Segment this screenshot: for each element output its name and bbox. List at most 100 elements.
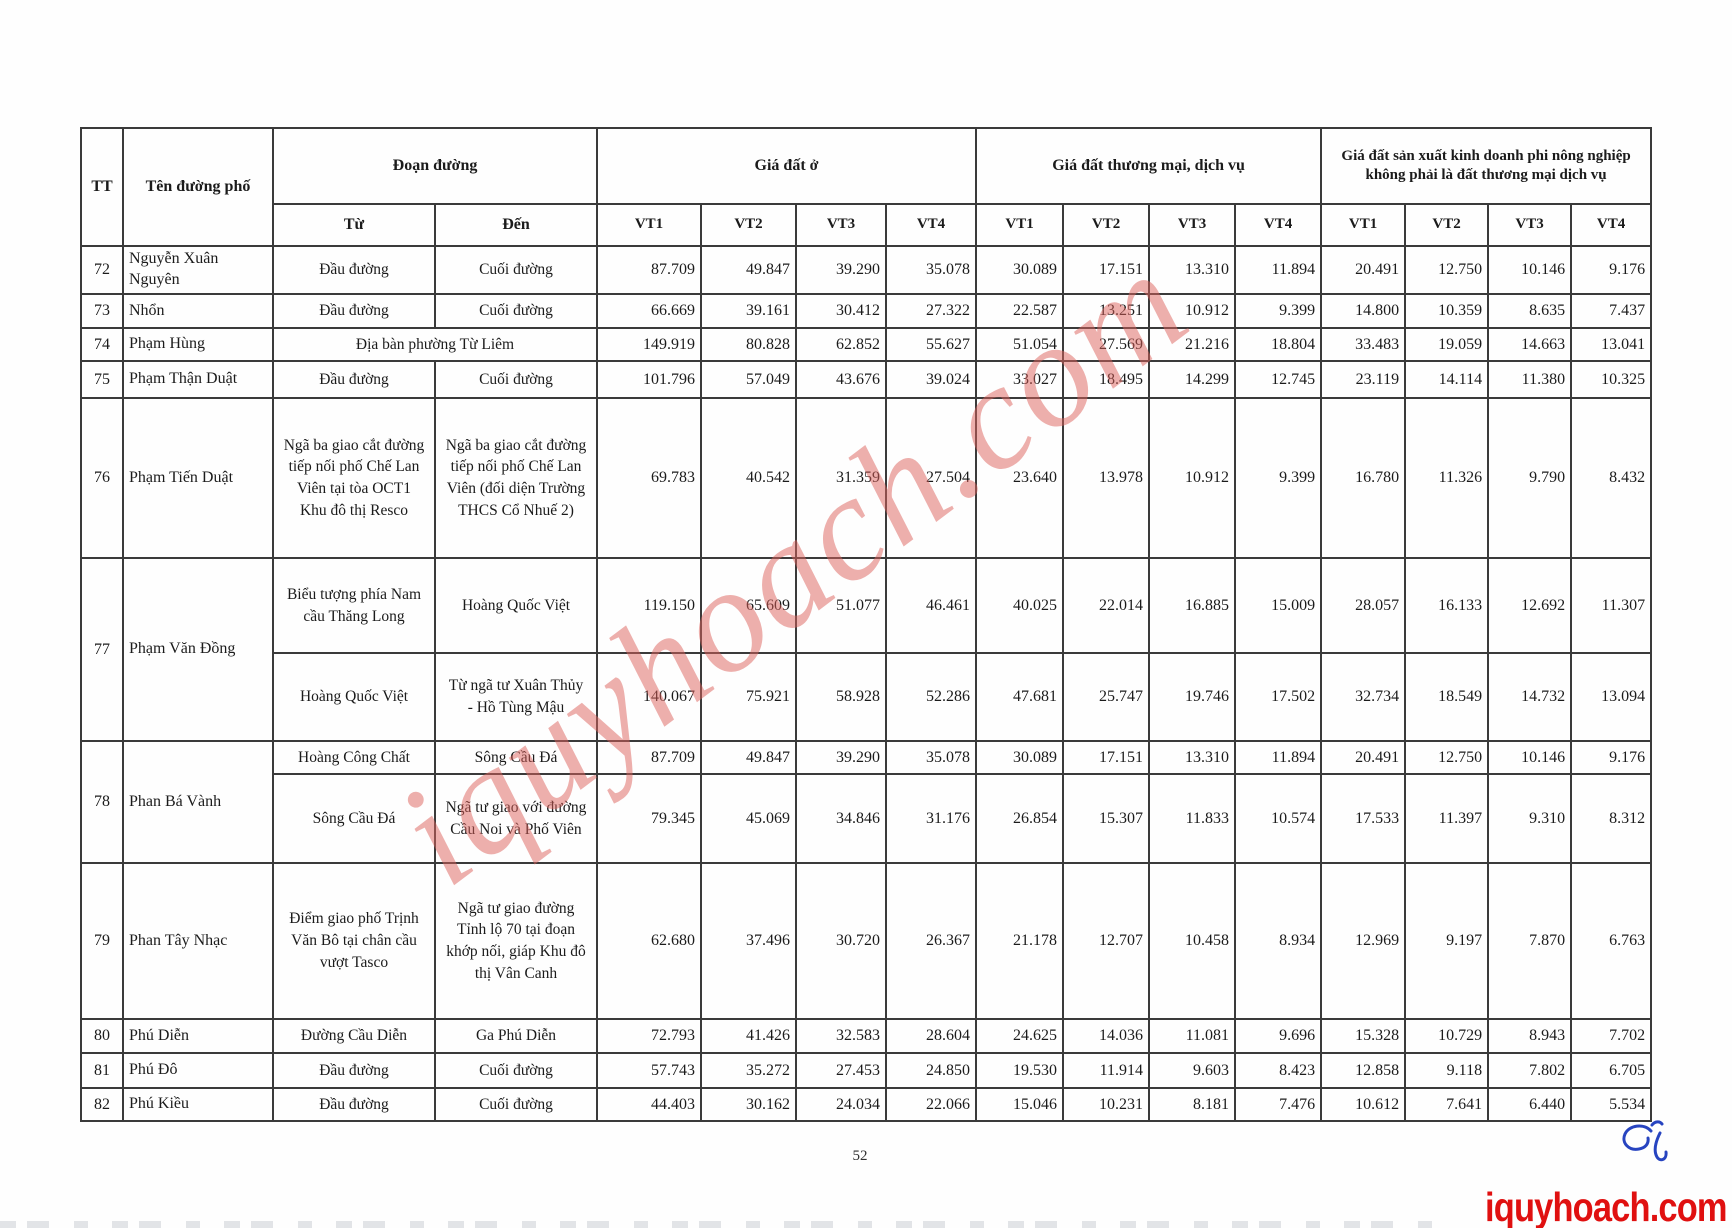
segment-from-cell: Đầu đường (272, 360, 436, 399)
price-value-cell: 39.290 (795, 740, 887, 775)
segment-to-cell: Cuối đường (434, 1087, 598, 1122)
segment-from-cell: Ngã ba giao cắt đường tiếp nối phố Chế L… (272, 397, 436, 559)
price-value-cell: 8.312 (1570, 773, 1653, 864)
row-number-cell: 81 (80, 1052, 124, 1089)
price-value-cell: 14.663 (1487, 327, 1573, 362)
price-value-cell: 6.440 (1487, 1087, 1573, 1122)
price-value-cell: 24.625 (975, 1018, 1065, 1054)
price-value-cell: 35.078 (884, 245, 978, 295)
price-value-cell: 9.118 (1404, 1052, 1490, 1089)
price-value-cell: 8.943 (1487, 1018, 1573, 1054)
price-value-cell: 33.027 (975, 360, 1065, 399)
street-name-cell: Phú Kiều (122, 1087, 274, 1122)
price-value-cell: 35.078 (884, 740, 978, 775)
price-value-cell: 43.676 (795, 360, 887, 399)
price-value-cell: 30.162 (700, 1087, 797, 1122)
price-value-cell: 22.066 (884, 1087, 978, 1122)
street-name-cell: Phạm Văn Đồng (122, 557, 274, 742)
price-value-cell: 35.272 (700, 1052, 797, 1089)
segment-to-cell: Hoàng Quốc Việt (434, 557, 598, 654)
segment-to-cell: Ngã tư giao đường Tỉnh lộ 70 tại đoạn kh… (434, 862, 598, 1020)
land-price-table: TT Tên đường phố Đoạn đường Giá đất ở Gi… (80, 127, 1653, 1122)
price-value-cell: 45.069 (700, 773, 797, 864)
price-value-cell: 24.034 (795, 1087, 887, 1122)
price-value-cell: 10.612 (1320, 1087, 1407, 1122)
row-number-cell: 72 (80, 245, 124, 295)
price-value-cell: 55.627 (884, 327, 978, 362)
segment-from-cell: Hoàng Công Chất (272, 740, 436, 775)
price-value-cell: 17.533 (1320, 773, 1407, 864)
vt2-label: VT2 (1062, 203, 1151, 247)
price-value-cell: 12.750 (1404, 245, 1490, 295)
header-street-name: Tên đường phố (122, 127, 274, 247)
price-value-cell: 27.504 (884, 397, 978, 559)
price-value-cell: 15.328 (1320, 1018, 1407, 1054)
price-value-cell: 14.114 (1404, 360, 1490, 399)
price-value-cell: 15.307 (1062, 773, 1151, 864)
price-value-cell: 31.359 (795, 397, 887, 559)
row-number-cell: 80 (80, 1018, 124, 1054)
price-value-cell: 17.502 (1234, 652, 1323, 742)
price-value-cell: 16.133 (1404, 557, 1490, 654)
price-value-cell: 11.833 (1148, 773, 1237, 864)
price-value-cell: 13.041 (1570, 327, 1653, 362)
price-value-cell: 79.345 (596, 773, 702, 864)
vt1-label: VT1 (1320, 203, 1407, 247)
price-value-cell: 10.146 (1487, 740, 1573, 775)
row-number-cell: 73 (80, 293, 124, 329)
table-row: 82 Phú Kiều Đầu đường Cuối đường 44.403 30.16… (80, 1087, 1653, 1122)
segment-to-cell: Ngã ba giao cắt đường tiếp nối phố Chế L… (434, 397, 598, 559)
price-value-cell: 12.707 (1062, 862, 1151, 1020)
vt1-label: VT1 (596, 203, 702, 247)
price-value-cell: 7.702 (1570, 1018, 1653, 1054)
price-value-cell: 87.709 (596, 740, 702, 775)
price-value-cell: 40.542 (700, 397, 797, 559)
price-value-cell: 51.054 (975, 327, 1065, 362)
header-nonagricultural-price-group: Giá đất sản xuất kinh doanh phi nông ngh… (1320, 127, 1653, 205)
street-name-cell: Phú Đô (122, 1052, 274, 1089)
price-value-cell: 49.847 (700, 740, 797, 775)
price-value-cell: 18.495 (1062, 360, 1151, 399)
price-value-cell: 44.403 (596, 1087, 702, 1122)
row-number-cell: 75 (80, 360, 124, 399)
price-value-cell: 11.914 (1062, 1052, 1151, 1089)
price-value-cell: 15.009 (1234, 557, 1323, 654)
price-value-cell: 31.176 (884, 773, 978, 864)
price-value-cell: 6.763 (1570, 862, 1653, 1020)
header-road-segment: Đoạn đường (272, 127, 598, 205)
vt4-label: VT4 (1570, 203, 1653, 247)
table-row: 78 Phan Bá Vành Hoàng Công Chất Sông Cầu Đá… (80, 740, 1653, 864)
row-number-cell: 77 (80, 557, 124, 742)
segment-merged-cell: Địa bàn phường Từ Liêm (272, 327, 598, 362)
price-value-cell: 7.437 (1570, 293, 1653, 329)
price-value-cell: 140.067 (596, 652, 702, 742)
vt3-label: VT3 (1487, 203, 1573, 247)
price-value-cell: 27.322 (884, 293, 978, 329)
price-value-cell: 149.919 (596, 327, 702, 362)
price-value-cell: 13.310 (1148, 740, 1237, 775)
price-value-cell: 51.077 (795, 557, 887, 654)
segment-from-cell: Hoàng Quốc Việt (272, 652, 436, 742)
price-value-cell: 33.483 (1320, 327, 1407, 362)
price-value-cell: 25.747 (1062, 652, 1151, 742)
price-value-cell: 19.530 (975, 1052, 1065, 1089)
table-row: 76 Phạm Tiến Duật Ngã ba giao cắt đường ti… (80, 397, 1653, 559)
price-value-cell: 21.216 (1148, 327, 1237, 362)
price-value-cell: 22.014 (1062, 557, 1151, 654)
price-value-cell: 119.150 (596, 557, 702, 654)
price-value-cell: 9.696 (1234, 1018, 1323, 1054)
price-value-cell: 101.796 (596, 360, 702, 399)
segment-from-cell: Đầu đường (272, 245, 436, 295)
price-value-cell: 10.231 (1062, 1087, 1151, 1122)
price-value-cell: 32.583 (795, 1018, 887, 1054)
price-value-cell: 10.912 (1148, 397, 1237, 559)
price-value-cell: 57.049 (700, 360, 797, 399)
table-row: 74 Phạm Hùng Địa bàn phường Từ Liêm 149.919… (80, 327, 1653, 362)
price-value-cell: 19.746 (1148, 652, 1237, 742)
vt4-label: VT4 (884, 203, 978, 247)
price-value-cell: 8.181 (1148, 1087, 1237, 1122)
price-table-body: 72 Nguyễn Xuân Nguyên Đầu đường Cuối đường 8… (80, 245, 1653, 1122)
street-name-cell: Nhổn (122, 293, 274, 329)
table-row: 80 Phú Diễn Đường Cầu Diễn Ga Phú Diễn 72.79… (80, 1018, 1653, 1054)
price-value-cell: 49.847 (700, 245, 797, 295)
